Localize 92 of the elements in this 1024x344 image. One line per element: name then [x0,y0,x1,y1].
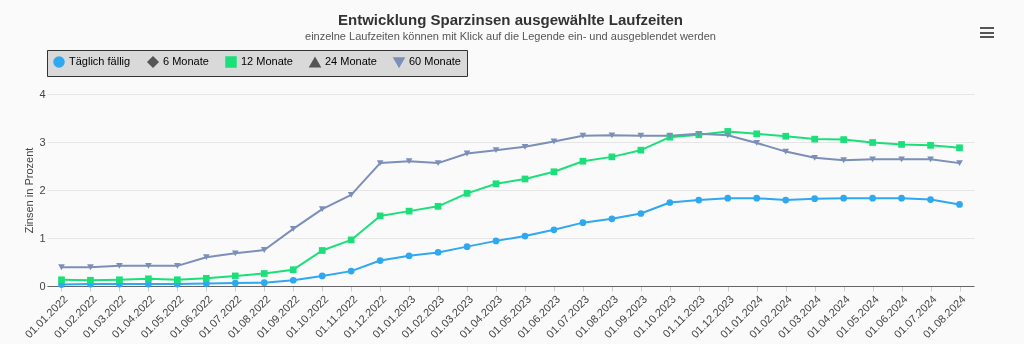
point [376,257,384,264]
y-tick-label: 1 [39,231,46,244]
point [637,132,645,139]
point [898,194,905,202]
point [898,156,905,163]
point [202,254,210,261]
point [869,139,876,146]
point [318,247,326,254]
point [637,146,645,154]
point [637,210,645,217]
point [116,276,123,284]
point [753,140,761,146]
point [318,206,326,213]
point [521,232,529,240]
point [898,141,905,148]
point [579,219,587,226]
point [492,237,500,245]
point [145,275,152,283]
point [231,279,239,287]
point [956,144,963,152]
point [174,276,181,284]
point [434,202,442,210]
point [550,168,558,176]
point [927,156,934,163]
point [956,160,963,167]
point [463,150,471,157]
point [927,196,934,203]
y-tick-label: 2 [39,183,46,196]
y-tick-label: 0 [39,279,46,292]
legend-label: 12 Monate [241,55,293,67]
y-axis-title: Zinsen in Prozent [23,147,36,234]
point [579,157,587,165]
point [608,132,616,139]
point [869,156,876,163]
point [724,132,732,139]
point [202,274,210,282]
point [463,243,471,250]
point [347,191,355,198]
point [347,236,355,244]
point [318,272,326,280]
chart-title: Entwicklung Sparzinsen ausgewählte Laufzeiten [337,10,684,28]
point [87,264,94,271]
point [782,196,790,204]
point [811,135,819,143]
point [260,270,268,277]
chart-subtitle: einzelne Laufzeiten können mit Klick auf die Legende ein- und ausgeblendet werden [305,29,716,42]
point [405,252,413,260]
point [550,226,558,234]
point [434,249,442,256]
point [782,132,790,140]
point [695,196,703,204]
point [724,194,732,202]
point [231,272,239,280]
point [666,199,674,206]
point [463,190,471,197]
point [492,180,500,188]
point [260,279,268,286]
point [174,262,181,269]
point [869,194,876,202]
point [116,262,123,269]
point [956,201,963,208]
point [405,158,413,165]
legend-label: Täglich fällig [69,55,131,67]
point [492,147,500,154]
point [753,194,761,202]
point [840,194,847,202]
point [58,276,65,284]
point [260,247,268,253]
point [231,250,239,257]
point [753,130,761,138]
legend-label: 60 Monate [409,55,461,68]
point [579,132,587,139]
legend-label: 24 Monate [325,55,377,68]
point [289,266,297,274]
point [521,143,529,150]
point [434,160,442,167]
point [289,225,297,232]
point [58,264,65,271]
point [811,195,819,202]
point [347,267,355,275]
point [840,136,847,143]
point [87,276,94,284]
point [608,215,616,223]
point [289,276,297,284]
point [840,157,847,164]
point [145,262,152,269]
legend-label: 6 Monate [163,55,209,67]
y-tick-label: 4 [39,87,46,100]
point [927,142,934,149]
y-tick-label: 3 [39,135,46,148]
point [376,160,384,167]
point [811,154,819,161]
